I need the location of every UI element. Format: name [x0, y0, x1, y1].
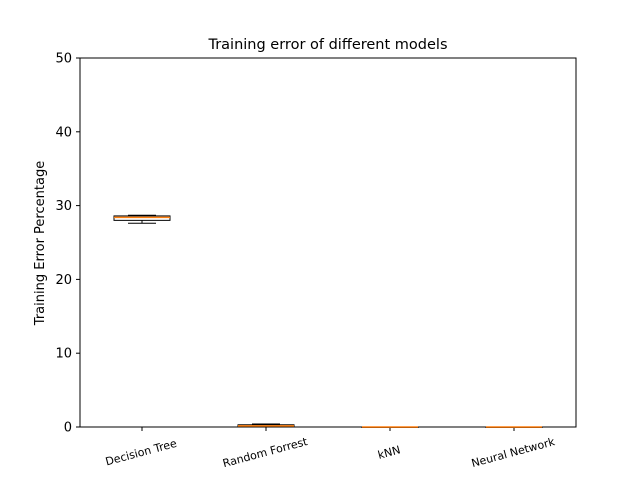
x-tick-label: Neural Network — [470, 435, 557, 470]
x-tick-label: Decision Tree — [104, 437, 178, 469]
x-tick-label: kNN — [376, 443, 401, 461]
y-tick-label: 10 — [55, 347, 72, 362]
y-tick-label: 30 — [55, 199, 72, 214]
x-axis: Decision Tree Random Forrest kNN Neural Net… — [104, 427, 557, 470]
chart-title: Training error of different models — [207, 37, 447, 53]
box-plot — [361, 426, 419, 428]
box-series — [113, 214, 543, 428]
y-tick-label: 40 — [55, 125, 72, 140]
box-plot — [485, 426, 543, 428]
x-tick-label: Random Forrest — [221, 435, 309, 470]
y-tick-label: 50 — [55, 52, 72, 67]
box-plot — [113, 214, 171, 224]
box-plot — [237, 423, 295, 428]
y-axis-label: Training Error Percentage — [33, 161, 48, 326]
y-tick-label: 0 — [64, 421, 72, 436]
plot-area — [79, 57, 577, 428]
y-axis: 0 10 20 30 40 50 — [55, 52, 80, 436]
y-tick-label: 20 — [55, 273, 72, 288]
